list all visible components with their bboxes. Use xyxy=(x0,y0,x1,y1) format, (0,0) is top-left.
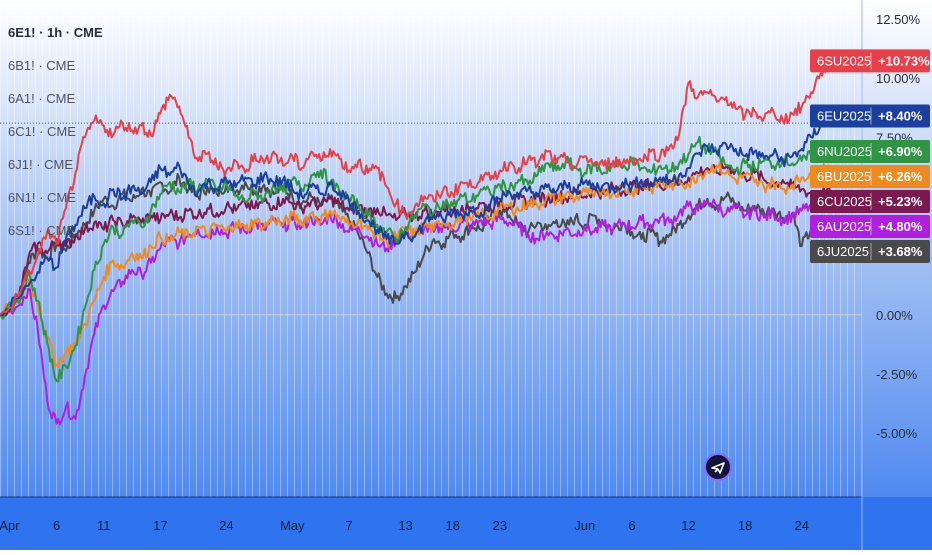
y-tick-label: 12.50% xyxy=(876,12,921,27)
x-tick-label: 13 xyxy=(398,518,412,533)
x-tick-label: 18 xyxy=(445,518,459,533)
x-tick-label: 7 xyxy=(345,518,352,533)
symbol-label-6n1[interactable]: 6N1! · CME xyxy=(8,190,76,205)
x-tick-label: 24 xyxy=(219,518,233,533)
series-tag-name: 6SU2025 xyxy=(817,53,871,68)
series-tag-name: 6NU2025 xyxy=(817,144,872,159)
symbol-label-6s1[interactable]: 6S1! · CME xyxy=(8,223,76,238)
series-tag-value: +6.90% xyxy=(878,144,923,159)
x-tick-label: 18 xyxy=(738,518,752,533)
y-grid xyxy=(0,122,862,316)
x-tick-label: May xyxy=(280,518,305,533)
series-tag-value: +5.23% xyxy=(878,194,923,209)
series-tag-6au2025[interactable] xyxy=(810,214,930,238)
series-line-6cu2025[interactable] xyxy=(0,161,831,318)
symbol-label-6b1[interactable]: 6B1! · CME xyxy=(8,58,76,73)
x-tick-label: 23 xyxy=(493,518,507,533)
y-tick-label: -5.00% xyxy=(876,426,918,441)
tradingview-logo-button[interactable] xyxy=(704,453,732,481)
x-tick-label: 6 xyxy=(53,518,60,533)
series-line-6su2025[interactable] xyxy=(0,56,831,316)
series-tag-name: 6AU2025 xyxy=(817,219,871,234)
series-line-6eu2025[interactable] xyxy=(0,113,831,316)
series-tag-value: +10.73% xyxy=(878,53,930,68)
series-tag-value: +8.40% xyxy=(878,108,923,123)
series-tag-name: 6CU2025 xyxy=(817,194,872,209)
series-tag-value: +6.26% xyxy=(878,169,923,184)
series-tag-value: +4.80% xyxy=(878,219,923,234)
x-tick-label: 24 xyxy=(794,518,808,533)
time-axis[interactable]: Apr 6 11 17 24 May 7 13 18 23 Jun 6 12 18 24 xyxy=(0,518,809,533)
y-tick-label: -2.50% xyxy=(876,367,918,382)
series-tag-6cu2025[interactable] xyxy=(810,189,930,213)
series-line-6bu2025[interactable] xyxy=(0,161,831,368)
series-tag-6ju2025[interactable] xyxy=(810,239,930,263)
main-symbol-label[interactable]: 6E1! · 1h · CME xyxy=(8,25,103,40)
series-tag-name: 6JU2025 xyxy=(817,244,869,259)
series-tag-6su2025[interactable] xyxy=(810,49,930,73)
series-tag-name: 6BU2025 xyxy=(817,169,871,184)
x-tick-label: 11 xyxy=(97,518,111,533)
x-tick-label: Jun xyxy=(574,518,595,533)
plane-icon xyxy=(711,462,725,474)
x-tick-label: 6 xyxy=(628,518,635,533)
series-tag-6eu2025[interactable] xyxy=(810,104,930,128)
symbol-label-6c1[interactable]: 6C1! · CME xyxy=(8,124,76,139)
y-tick-label: 0.00% xyxy=(876,308,913,323)
series-lines xyxy=(0,56,831,426)
y-tick-label: 10.00% xyxy=(876,71,921,86)
x-tick-label: 12 xyxy=(681,518,695,533)
x-tick-label: 17 xyxy=(153,518,167,533)
series-value-tags: 6SU2025 +10.73% 6EU2025 +8.40% 6NU2025 +6.90%… xyxy=(810,49,930,263)
series-tag-name: 6EU2025 xyxy=(817,108,871,123)
symbol-label-6j1[interactable]: 6J1! · CME xyxy=(8,157,73,172)
series-tag-6bu2025[interactable] xyxy=(810,164,930,188)
series-line-6nu2025[interactable] xyxy=(0,135,831,383)
x-tick-label: Apr xyxy=(0,518,20,533)
series-tag-value: +3.68% xyxy=(878,244,923,259)
series-tag-6nu2025[interactable] xyxy=(810,139,930,163)
symbol-legend: 6E1! · 1h · CME 6B1! · CME 6A1! · CME 6C… xyxy=(8,25,103,238)
time-axis-band[interactable] xyxy=(0,497,932,550)
symbol-label-6a1[interactable]: 6A1! · CME xyxy=(8,91,76,106)
